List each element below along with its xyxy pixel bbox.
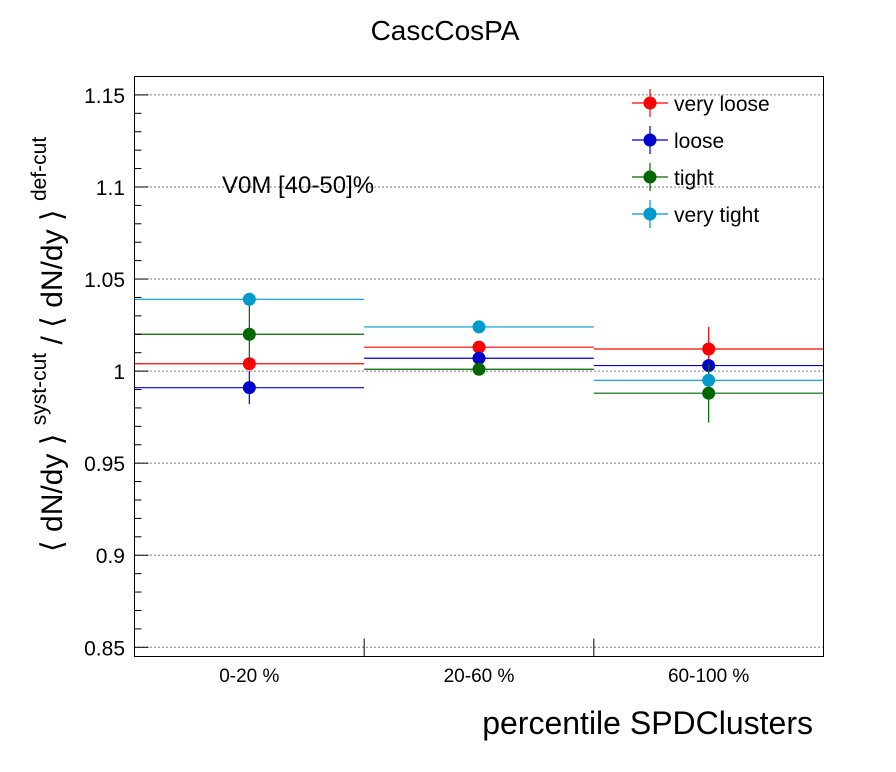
y-tick-label: 1 xyxy=(113,361,125,384)
data-point xyxy=(242,327,256,341)
y-title-sup2: def-cut xyxy=(28,137,51,201)
data-point xyxy=(702,386,716,400)
data-point xyxy=(472,351,486,365)
data-point xyxy=(242,292,256,306)
y-tick-label: 1.05 xyxy=(84,269,125,292)
legend-label: loose xyxy=(674,130,724,153)
y-title-part2: ⟨ dN/dy ⟩ xyxy=(36,209,69,327)
chart-title: CascCosPA xyxy=(371,15,520,46)
y-tick-label: 0.95 xyxy=(84,453,125,476)
data-point xyxy=(702,342,716,356)
data-point xyxy=(472,340,486,354)
legend-marker xyxy=(643,133,657,147)
y-title-sep: / xyxy=(36,328,69,345)
data-point xyxy=(242,381,256,395)
y-tick-label: 0.9 xyxy=(96,545,125,568)
data-point xyxy=(472,320,486,334)
x-tick-label: 0-20 % xyxy=(219,666,279,687)
legend-marker xyxy=(643,170,657,184)
legend: very loose loose tight very tight xyxy=(632,89,770,228)
x-axis-title: percentile SPDClusters xyxy=(482,705,813,741)
legend-label: tight xyxy=(674,167,714,190)
axes: 0.85 0.9 0.95 1 1.05 1.1 1.15 0-20 % 20-60 % 60-1… xyxy=(84,85,749,687)
y-axis-title: ⟨ dN/dy ⟩ syst-cut / ⟨ dN/dy ⟩ def-cut xyxy=(20,137,69,552)
data-point xyxy=(702,373,716,387)
data-points xyxy=(242,292,716,423)
x-tick-label: 20-60 % xyxy=(444,666,515,687)
legend-marker xyxy=(643,96,657,110)
y-title-part1: ⟨ dN/dy ⟩ xyxy=(36,434,69,552)
y-tick-label: 0.85 xyxy=(84,637,125,660)
y-title-sup1: syst-cut xyxy=(28,353,51,426)
plot-frame xyxy=(134,76,824,657)
svg-text:⟨ dN/dy ⟩ syst-cut: ⟨ dN/dy ⟩ syst-cut / ⟨ dN/dy ⟩ def-cut xyxy=(20,137,69,552)
y-tick-label: 1.15 xyxy=(84,85,125,108)
data-point xyxy=(472,362,486,376)
legend-label: very loose xyxy=(674,93,770,116)
annotation-label: V0M [40-50]% xyxy=(222,172,374,199)
legend-label: very tight xyxy=(674,204,759,227)
y-tick-label: 1.1 xyxy=(96,177,125,200)
x-tick-label: 60-100 % xyxy=(668,666,749,687)
legend-marker xyxy=(643,207,657,221)
